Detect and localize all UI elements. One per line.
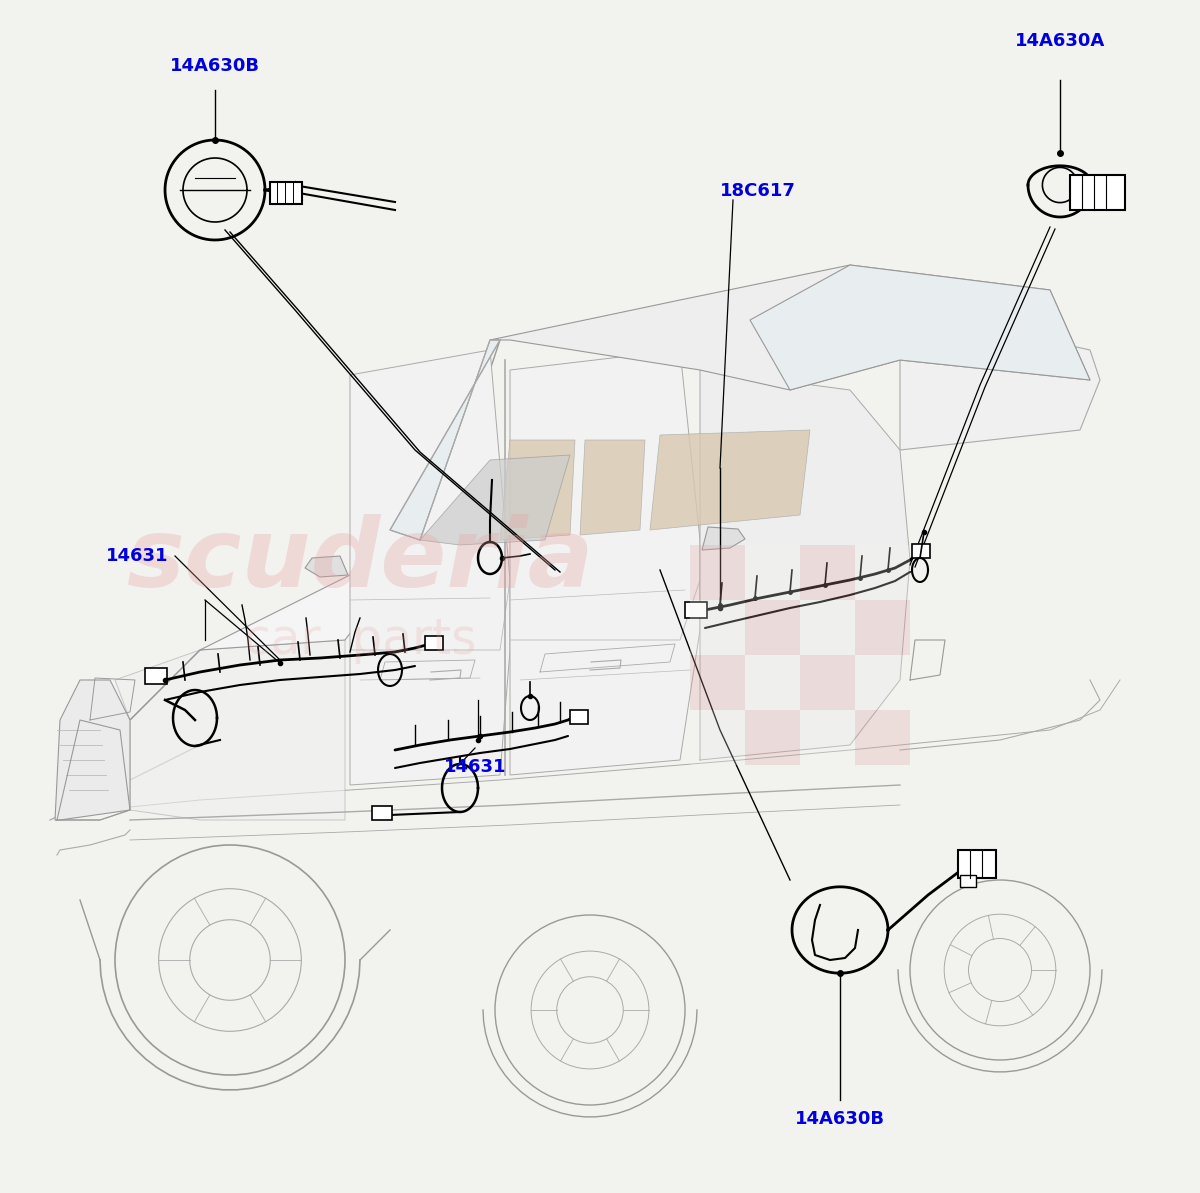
- Polygon shape: [750, 265, 1090, 390]
- Bar: [912, 544, 930, 558]
- Polygon shape: [700, 370, 910, 760]
- Text: 14631: 14631: [106, 548, 168, 565]
- Bar: [800, 655, 854, 710]
- Bar: [958, 849, 996, 878]
- Text: 14A630A: 14A630A: [1015, 32, 1105, 50]
- Bar: [570, 710, 588, 724]
- Bar: [854, 600, 910, 655]
- Bar: [854, 710, 910, 765]
- Polygon shape: [55, 639, 346, 820]
- Polygon shape: [702, 527, 745, 550]
- Text: 14A630B: 14A630B: [170, 57, 260, 75]
- Bar: [425, 636, 443, 650]
- Polygon shape: [350, 350, 510, 785]
- Polygon shape: [390, 340, 500, 540]
- Polygon shape: [580, 440, 646, 534]
- Bar: [690, 710, 745, 765]
- Bar: [690, 545, 745, 600]
- Bar: [800, 710, 854, 765]
- Bar: [800, 600, 854, 655]
- Bar: [745, 710, 800, 765]
- Bar: [960, 874, 976, 888]
- Bar: [685, 602, 707, 618]
- Polygon shape: [900, 330, 1100, 450]
- Bar: [270, 183, 302, 204]
- Polygon shape: [500, 440, 575, 540]
- Polygon shape: [490, 265, 1090, 390]
- Bar: [372, 806, 392, 820]
- Text: scuderia: scuderia: [126, 513, 594, 606]
- Text: 18C617: 18C617: [720, 183, 796, 200]
- Polygon shape: [305, 556, 348, 577]
- Bar: [690, 655, 745, 710]
- Bar: [1070, 175, 1126, 210]
- Polygon shape: [55, 680, 130, 820]
- Text: 14631: 14631: [444, 758, 506, 775]
- Bar: [690, 600, 745, 655]
- Polygon shape: [420, 455, 570, 545]
- Bar: [854, 655, 910, 710]
- Polygon shape: [650, 429, 810, 530]
- Bar: [745, 545, 800, 600]
- Polygon shape: [510, 350, 700, 775]
- Text: 14A630B: 14A630B: [796, 1109, 886, 1129]
- Bar: [745, 600, 800, 655]
- Bar: [745, 655, 800, 710]
- Bar: [854, 545, 910, 600]
- Bar: [145, 668, 167, 684]
- Polygon shape: [130, 530, 460, 721]
- Bar: [800, 545, 854, 600]
- Text: car  parts: car parts: [244, 616, 476, 665]
